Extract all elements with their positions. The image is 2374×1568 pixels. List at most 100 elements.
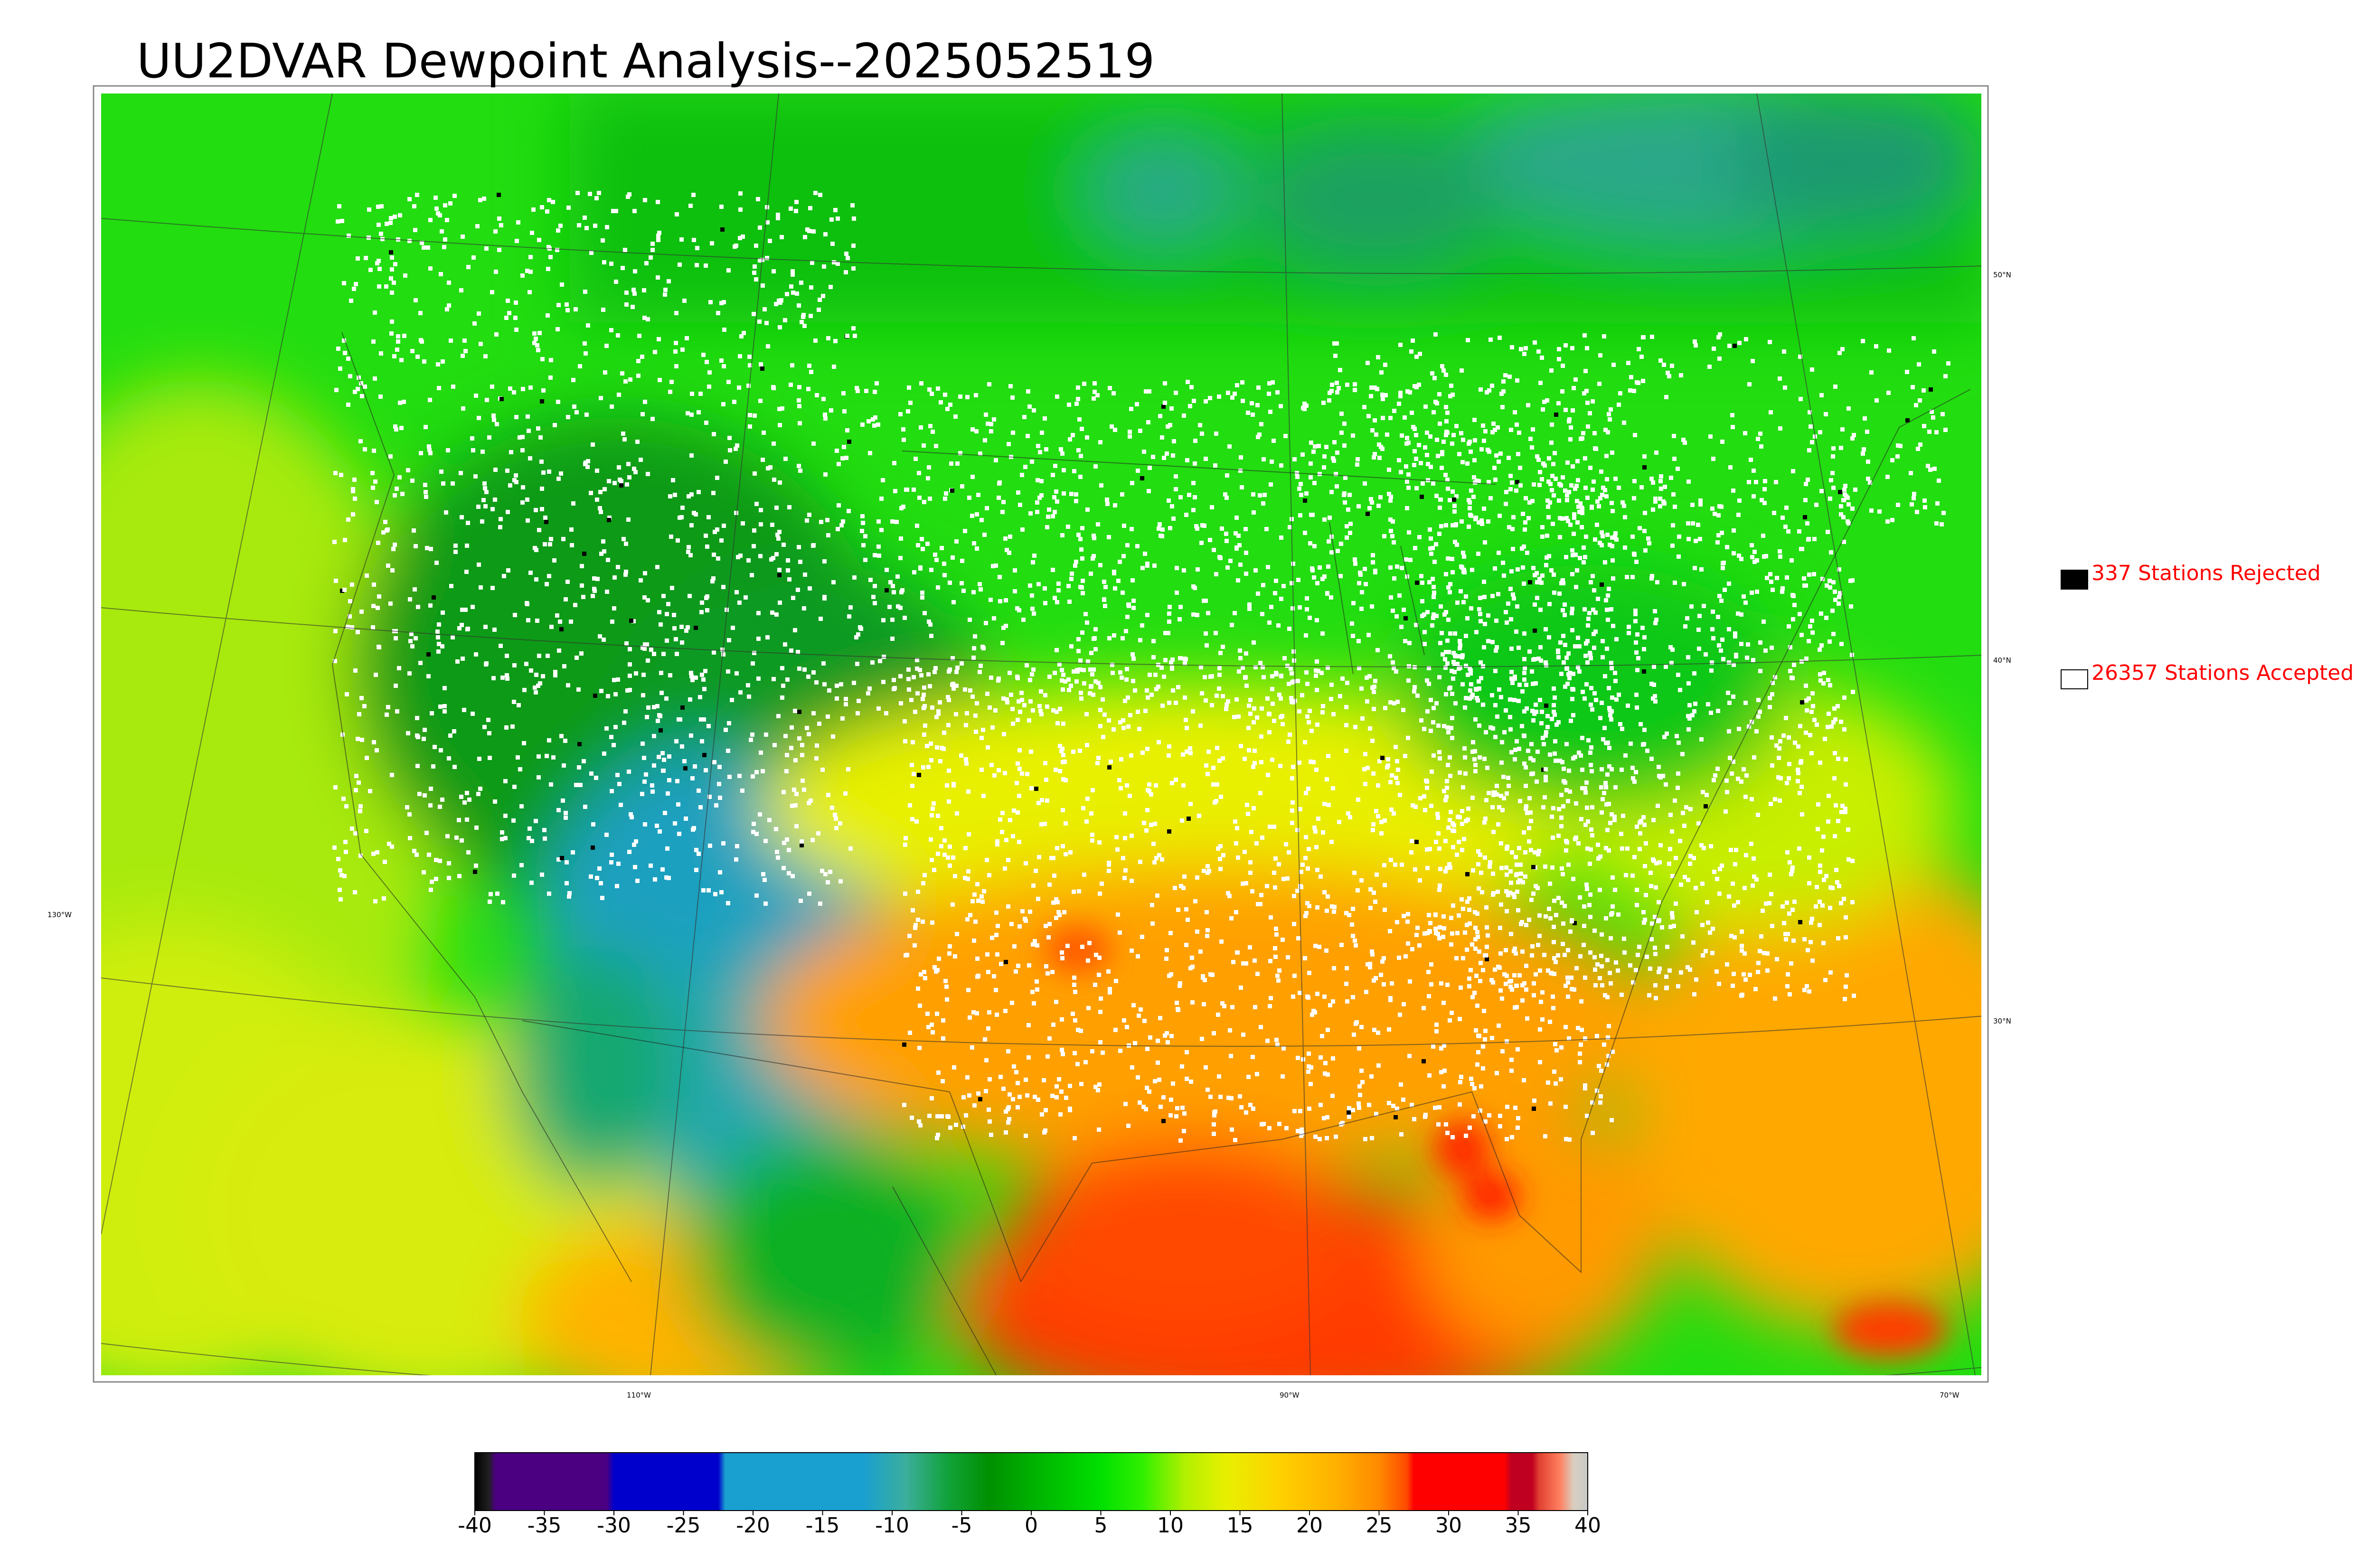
station-marker	[1203, 978, 1207, 982]
station-marker	[488, 900, 492, 904]
station-marker	[1357, 581, 1361, 585]
station-marker	[1147, 1089, 1151, 1094]
station-marker	[1781, 733, 1786, 738]
station-marker	[701, 677, 706, 682]
station-marker	[501, 900, 505, 904]
station-marker	[932, 868, 936, 872]
station-marker	[408, 639, 413, 643]
station-marker	[1106, 969, 1111, 974]
station-marker	[462, 800, 467, 805]
station-marker	[1351, 995, 1355, 999]
station-marker	[1611, 558, 1615, 563]
station-marker	[498, 525, 502, 529]
station-marker	[370, 471, 375, 475]
station-marker	[1406, 912, 1410, 916]
station-marker	[537, 754, 541, 759]
station-marker	[1439, 524, 1443, 528]
station-marker	[1306, 787, 1310, 791]
station-marker	[1167, 829, 1171, 834]
station-marker	[1499, 794, 1503, 798]
station-marker	[671, 478, 675, 482]
station-marker	[1681, 438, 1686, 442]
station-marker	[1538, 381, 1543, 385]
station-marker	[583, 216, 587, 220]
station-marker	[987, 382, 991, 386]
station-marker	[1077, 417, 1082, 422]
station-marker	[968, 913, 972, 917]
station-marker	[1192, 399, 1196, 403]
station-marker	[359, 696, 364, 700]
station-marker	[1516, 1047, 1520, 1052]
station-marker	[1784, 937, 1788, 941]
station-marker	[1842, 488, 1846, 492]
station-marker	[1319, 1103, 1323, 1107]
station-marker	[1028, 678, 1032, 682]
station-marker	[726, 901, 730, 905]
station-marker	[584, 351, 588, 356]
station-marker	[860, 423, 865, 427]
station-marker	[1396, 768, 1400, 772]
station-marker	[876, 423, 880, 427]
station-marker	[1460, 460, 1465, 464]
station-marker	[1446, 585, 1451, 590]
station-marker	[1605, 995, 1610, 999]
station-marker	[1770, 924, 1774, 928]
station-marker	[1607, 802, 1611, 806]
station-marker	[1632, 779, 1637, 784]
dewpoint-field	[101, 94, 1981, 1375]
station-marker	[997, 496, 1001, 500]
station-marker	[1296, 1056, 1300, 1060]
station-marker	[1807, 989, 1811, 994]
station-marker	[493, 498, 497, 502]
station-marker	[1628, 963, 1632, 967]
station-marker	[1099, 996, 1103, 1001]
station-marker	[707, 370, 712, 375]
station-marker	[572, 404, 576, 409]
station-marker	[1448, 685, 1452, 690]
station-marker	[680, 705, 685, 710]
station-marker	[1382, 534, 1386, 538]
station-marker	[604, 726, 609, 731]
station-marker	[1065, 944, 1070, 948]
station-marker	[1802, 988, 1807, 992]
station-marker	[960, 661, 964, 666]
station-marker	[521, 485, 525, 489]
station-marker	[1651, 857, 1655, 862]
station-marker	[1490, 805, 1495, 809]
station-marker	[532, 341, 537, 345]
station-marker	[1690, 713, 1695, 717]
station-marker	[1520, 724, 1524, 728]
station-marker	[1452, 670, 1457, 674]
station-marker	[1565, 498, 1569, 502]
station-marker	[1440, 631, 1444, 635]
station-marker	[953, 414, 958, 419]
station-marker	[1250, 889, 1254, 893]
station-marker	[1003, 536, 1008, 541]
station-marker	[1827, 712, 1831, 716]
station-marker	[1603, 560, 1607, 564]
station-marker	[1676, 786, 1680, 790]
station-marker	[1822, 878, 1826, 882]
station-marker	[1208, 396, 1212, 400]
station-marker	[353, 390, 357, 394]
station-marker	[1837, 595, 1841, 599]
station-marker	[1311, 1009, 1316, 1013]
station-marker	[1450, 557, 1454, 561]
station-marker	[1004, 1109, 1008, 1114]
station-marker	[1046, 1054, 1050, 1059]
station-marker	[1208, 538, 1212, 542]
station-marker	[613, 725, 618, 729]
station-marker	[710, 579, 715, 583]
station-marker	[1307, 1052, 1311, 1056]
station-marker	[1375, 387, 1379, 391]
station-marker	[914, 923, 918, 927]
station-marker	[1082, 668, 1086, 672]
station-marker	[667, 279, 671, 283]
station-marker	[1481, 703, 1485, 707]
station-marker	[1499, 392, 1504, 396]
station-marker	[1454, 956, 1459, 960]
station-marker	[1530, 445, 1534, 450]
station-marker	[1519, 872, 1523, 876]
station-marker	[1167, 753, 1171, 758]
station-marker	[1445, 638, 1450, 643]
